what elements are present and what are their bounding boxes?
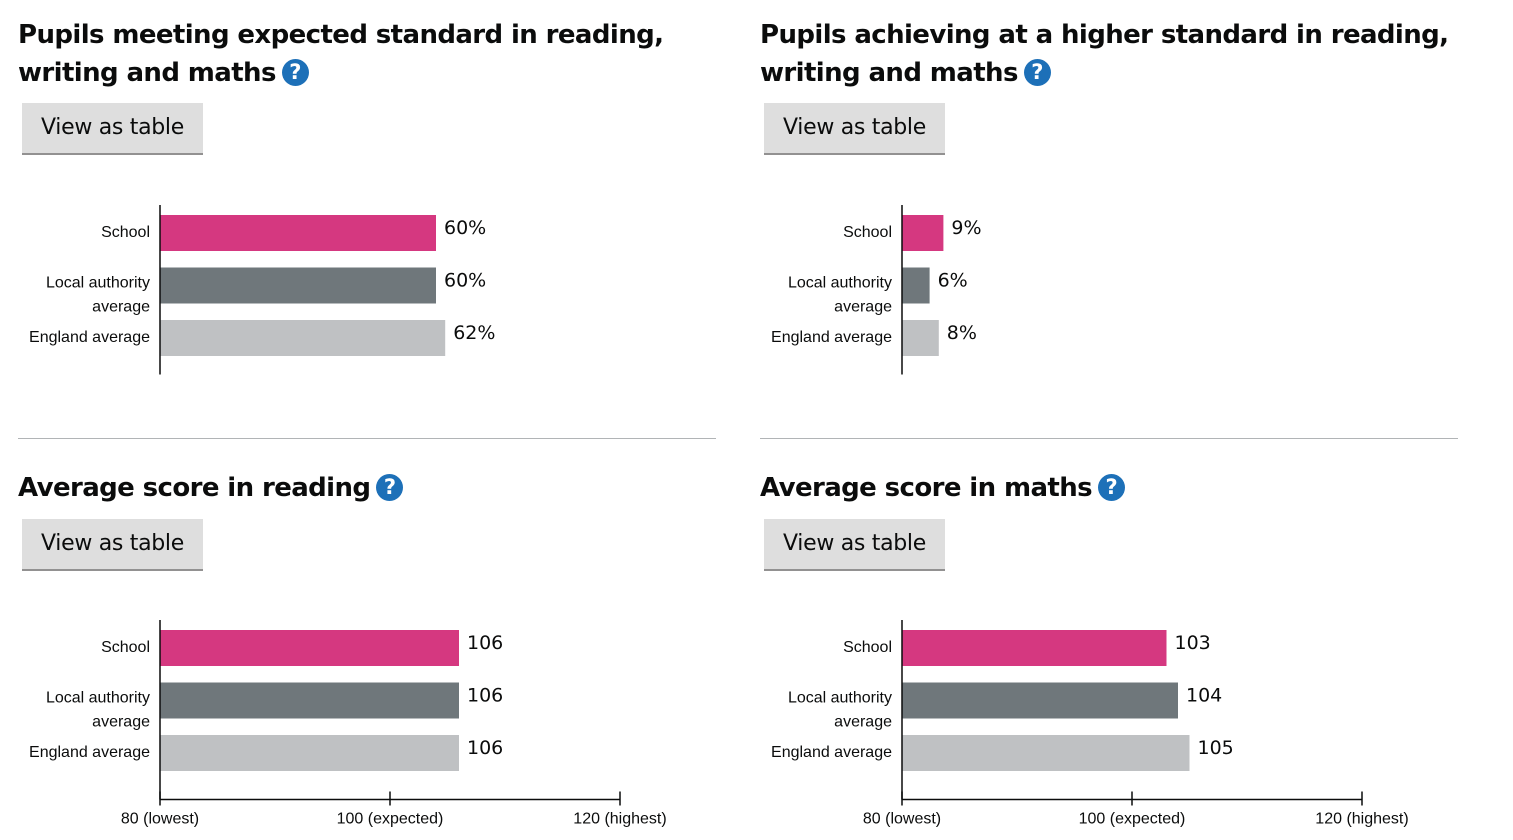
bar-value-label: 106: [467, 685, 503, 707]
x-tick-label: 100 (expected): [1079, 811, 1186, 828]
bar-value-label: 62%: [453, 322, 495, 344]
bar-chart-expected-standard: 60% School 60% Local authority average 62% Eng…: [29, 205, 495, 375]
bar-school: [902, 215, 944, 251]
category-label: Local authority average: [46, 690, 150, 731]
view-as-table-button[interactable]: View as table: [764, 519, 945, 569]
bar-chart-higher-standard: 9% School 6% Local authority average 8% Englan…: [771, 205, 982, 375]
category-label: England average: [29, 329, 150, 346]
x-tick-label: 80 (lowest): [863, 811, 941, 828]
panel-title: Pupils achieving at a higher standard in…: [760, 16, 1460, 92]
panel-title: Pupils meeting expected standard in read…: [18, 16, 718, 92]
view-as-table-button[interactable]: View as table: [22, 103, 203, 153]
bar-local-authority: [902, 267, 930, 304]
help-icon[interactable]: ?: [376, 474, 404, 501]
panel-title-text: Average score in maths: [760, 473, 1093, 503]
category-label: School: [101, 639, 150, 656]
bar-local-authority: [160, 267, 436, 304]
bar-school: [160, 630, 459, 666]
x-tick-label: 80 (lowest): [121, 811, 199, 828]
bar-school: [902, 630, 1167, 666]
category-label: School: [843, 224, 892, 241]
bar-england: [902, 735, 1190, 771]
category-label: School: [101, 224, 150, 241]
bar-value-label: 106: [467, 632, 503, 654]
panel-title: Average score in reading?: [18, 469, 718, 507]
x-tick-label: 120 (highest): [1315, 811, 1408, 828]
view-as-table-button[interactable]: View as table: [22, 519, 203, 569]
category-label: England average: [771, 744, 892, 761]
bar-value-label: 6%: [938, 270, 968, 292]
panel-title-text: Average score in reading: [18, 473, 371, 503]
category-label: Local authority average: [788, 275, 892, 316]
panel-title: Average score in maths?: [760, 469, 1460, 507]
bar-england: [160, 735, 459, 771]
bar-england: [902, 320, 939, 356]
bar-value-label: 103: [1175, 632, 1211, 654]
bar-value-label: 104: [1186, 685, 1222, 707]
view-as-table-button[interactable]: View as table: [764, 103, 945, 153]
category-label: School: [843, 639, 892, 656]
bar-chart-maths-score: 103 School 104 Local authority average 105 Eng…: [771, 620, 1409, 828]
bar-value-label: 105: [1198, 737, 1234, 759]
help-icon[interactable]: ?: [1023, 59, 1051, 86]
category-label: Local authority average: [788, 690, 892, 731]
bar-chart-reading-score: 106 School 106 Local authority average 106 Eng…: [29, 620, 667, 828]
x-tick-label: 120 (highest): [573, 811, 666, 828]
category-label: Local authority average: [46, 275, 150, 316]
category-label: England average: [29, 744, 150, 761]
panel-title-text: Pupils achieving at a higher standard in…: [760, 20, 1449, 88]
help-icon[interactable]: ?: [1098, 474, 1126, 501]
bar-value-label: 9%: [951, 217, 981, 239]
help-icon[interactable]: ?: [281, 59, 309, 86]
bar-local-authority: [902, 682, 1178, 719]
bar-value-label: 60%: [444, 217, 486, 239]
bar-value-label: 60%: [444, 270, 486, 292]
category-label: England average: [771, 329, 892, 346]
x-tick-label: 100 (expected): [337, 811, 444, 828]
bar-local-authority: [160, 682, 459, 719]
bar-school: [160, 215, 436, 251]
bar-england: [160, 320, 446, 356]
bar-value-label: 106: [467, 737, 503, 759]
panel-title-text: Pupils meeting expected standard in read…: [18, 20, 664, 88]
bar-value-label: 8%: [947, 322, 977, 344]
section-divider: [18, 438, 716, 439]
section-divider: [760, 438, 1458, 439]
